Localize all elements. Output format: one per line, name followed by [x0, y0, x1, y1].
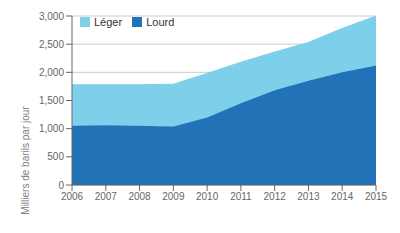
- svg-text:1,500: 1,500: [39, 95, 64, 106]
- svg-text:2007: 2007: [95, 191, 118, 202]
- svg-text:2012: 2012: [264, 191, 287, 202]
- svg-text:2013: 2013: [297, 191, 320, 202]
- svg-text:0: 0: [58, 180, 64, 191]
- svg-text:500: 500: [47, 151, 64, 162]
- html-text:Léger: Léger: [94, 16, 123, 28]
- svg-text:2014: 2014: [331, 191, 354, 202]
- svg-text:2009: 2009: [162, 191, 185, 202]
- svg-text:Milliers de barils par jour: Milliers de barils par jour: [20, 106, 31, 215]
- html-text:Lourd: Lourd: [146, 16, 175, 28]
- svg-text:2,000: 2,000: [39, 67, 64, 78]
- svg-text:1,000: 1,000: [39, 123, 64, 134]
- svg-text:2,500: 2,500: [39, 39, 64, 50]
- svg-text:2008: 2008: [128, 191, 151, 202]
- svg-text:2010: 2010: [196, 191, 219, 202]
- svg-text:3,000: 3,000: [39, 11, 64, 22]
- svg-text:2006: 2006: [61, 191, 84, 202]
- svg-text:2011: 2011: [230, 191, 252, 202]
- svg-text:2015: 2015: [365, 191, 388, 202]
